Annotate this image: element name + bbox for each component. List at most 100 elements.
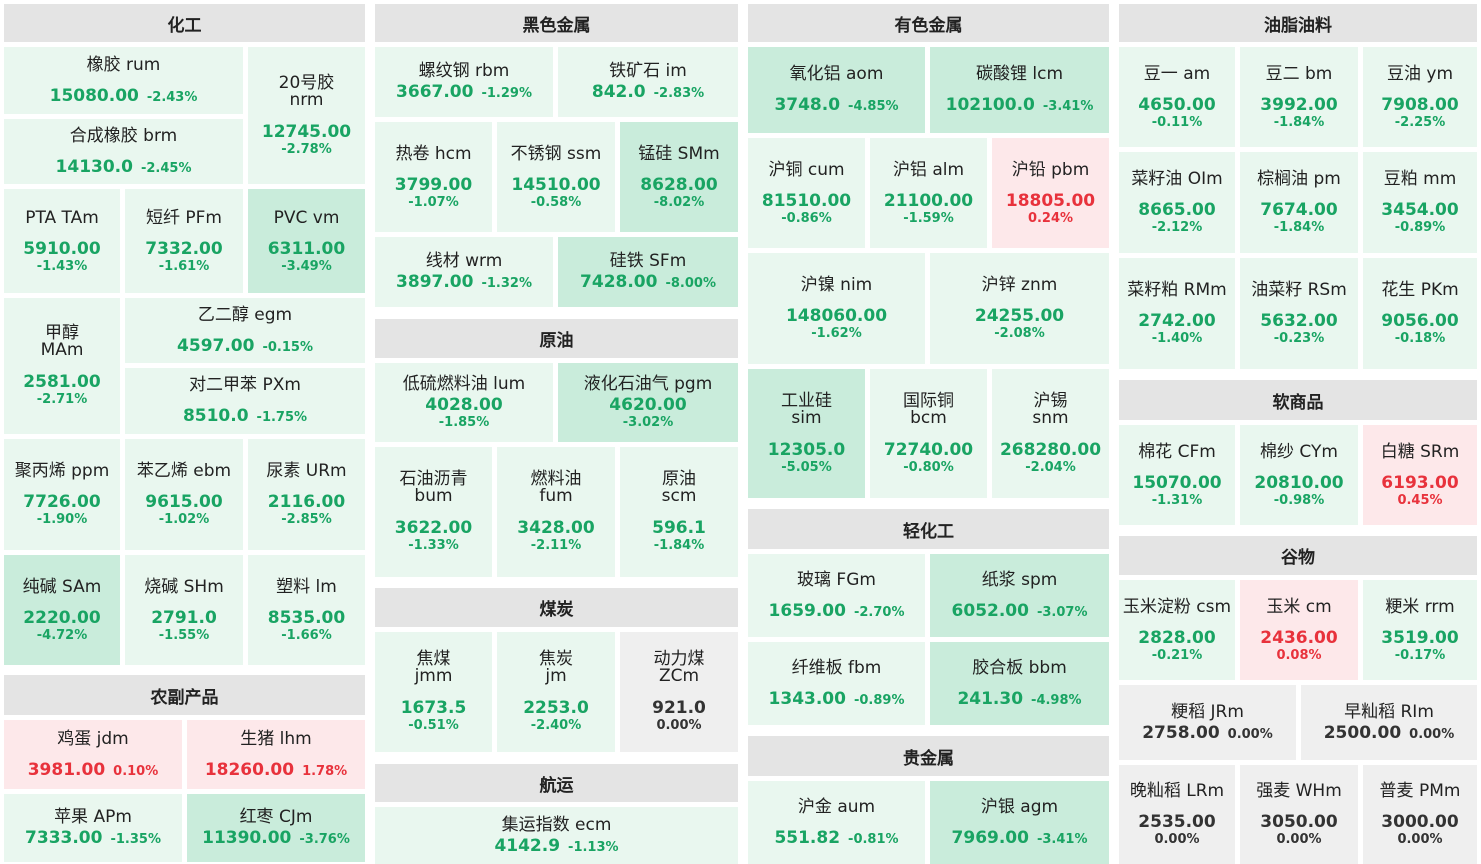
tile-code: ZCm <box>658 666 700 686</box>
tile-fum[interactable]: 燃料油 fum 3428.00 -2.11% <box>497 447 615 577</box>
tile-name: 菜籽粕 RMm <box>1127 280 1227 300</box>
tile-scm[interactable]: 原油 scm 596.1 -1.84% <box>620 447 738 577</box>
tile-sam[interactable]: 纯碱 SAm 2220.00 -4.72% <box>4 555 120 665</box>
tile-pxm[interactable]: 对二甲苯 PXm 8510.0 -1.75% <box>125 368 365 434</box>
tile-change: -1.43% <box>36 258 88 274</box>
tile-change: -1.84% <box>1273 114 1325 130</box>
tile-ecm[interactable]: 集运指数 ecm 4142.9 -1.13% <box>375 807 738 864</box>
tile-price: 4650.00 <box>1138 94 1216 115</box>
tile-aum[interactable]: 沪金 aum 551.82 -0.81% <box>748 781 925 864</box>
tile-code: bum <box>414 486 453 506</box>
tile-wrm[interactable]: 线材 wrm 3897.00 -1.32% <box>375 237 553 307</box>
tile-urm[interactable]: 尿素 URm 2116.00 -2.85% <box>248 439 365 550</box>
tile-pfm[interactable]: 短纤 PFm 7332.00 -1.61% <box>125 189 243 293</box>
tile-change: 0.00% <box>1276 832 1322 847</box>
tile-jm[interactable]: 焦炭 jm 2253.0 -2.40% <box>497 632 615 752</box>
tile-zcm[interactable]: 动力煤 ZCm 921.0 0.00% <box>620 632 738 752</box>
tile-pgm[interactable]: 液化石油气 pgm 4620.00 -3.02% <box>558 363 738 442</box>
tile-ym[interactable]: 豆油 ym 7908.00 -2.25% <box>1363 47 1477 147</box>
tile-mam[interactable]: 甲醇 MAm 2581.00 -2.71% <box>4 298 120 434</box>
tile-tam[interactable]: PTA TAm 5910.00 -1.43% <box>4 189 120 293</box>
tile-shm[interactable]: 烧碱 SHm 2791.0 -1.55% <box>125 555 243 665</box>
tile-rum[interactable]: 橡胶 rum 15080.00 -2.43% <box>4 47 243 114</box>
tile-bm[interactable]: 豆二 bm 3992.00 -1.84% <box>1240 47 1358 147</box>
tile-lhm[interactable]: 生猪 lhm 18260.00 1.78% <box>187 720 365 789</box>
tile-fbm[interactable]: 纤维板 fbm 1343.00 -0.89% <box>748 642 925 725</box>
tile-im[interactable]: 铁矿石 im 842.0 -2.83% <box>558 47 738 117</box>
tile-ebm[interactable]: 苯乙烯 ebm 9615.00 -1.02% <box>125 439 243 550</box>
tile-mm[interactable]: 豆粕 mm 3454.00 -0.89% <box>1363 152 1477 253</box>
section-header-crude: 原油 <box>375 319 738 358</box>
tile-rrm[interactable]: 粳米 rrm 3519.00 -0.17% <box>1363 580 1477 680</box>
tile-alm[interactable]: 沪铝 alm 21100.00 -1.59% <box>870 138 987 248</box>
tile-pmm[interactable]: 普麦 PMm 3000.00 0.00% <box>1363 765 1477 864</box>
tile-pbm[interactable]: 沪铅 pbm 18805.00 0.24% <box>992 138 1109 248</box>
tile-price: 1343.00 <box>768 688 846 709</box>
section-header-oils: 油脂油料 <box>1119 4 1477 42</box>
tile-whm[interactable]: 强麦 WHm 3050.00 0.00% <box>1240 765 1358 864</box>
tile-olm[interactable]: 菜籽油 OIm 8665.00 -2.12% <box>1119 152 1235 253</box>
tile-cjm[interactable]: 红枣 CJm 11390.00 -3.76% <box>187 794 365 862</box>
tile-znm[interactable]: 沪锌 znm 24255.00 -2.08% <box>930 253 1109 364</box>
tile-name: 豆粕 mm <box>1383 169 1457 189</box>
tile-change: -4.72% <box>36 627 88 643</box>
tile-change: -2.04% <box>1025 459 1076 475</box>
tile-nrm[interactable]: 20号胶 nrm 12745.00 -2.78% <box>248 47 365 184</box>
tile-pm[interactable]: 棕榈油 pm 7674.00 -1.84% <box>1240 152 1358 253</box>
tile-bbm[interactable]: 胶合板 bbm 241.30 -4.98% <box>930 642 1109 725</box>
tile-nim[interactable]: 沪镍 nim 148060.00 -1.62% <box>748 253 925 364</box>
section-header-nonferrous: 有色金属 <box>748 4 1109 42</box>
tile-egm[interactable]: 乙二醇 egm 4597.00 -0.15% <box>125 298 365 363</box>
tile-cm[interactable]: 玉米 cm 2436.00 0.08% <box>1240 580 1358 680</box>
tile-change: -2.70% <box>853 604 905 620</box>
tile-price: 8628.00 <box>640 174 718 195</box>
section-header-agri: 农副产品 <box>4 675 365 715</box>
tile-pkm[interactable]: 花生 PKm 9056.00 -0.18% <box>1363 258 1477 369</box>
tile-jmm[interactable]: 焦煤 jmm 1673.5 -0.51% <box>375 632 492 752</box>
tile-agm[interactable]: 沪银 agm 7969.00 -3.41% <box>930 781 1109 864</box>
section-header-grain: 谷物 <box>1119 536 1477 575</box>
tile-bum[interactable]: 石油沥青 bum 3622.00 -1.33% <box>375 447 492 577</box>
tile-am[interactable]: 豆一 am 4650.00 -0.11% <box>1119 47 1235 147</box>
tile-price: 2116.00 <box>267 492 346 512</box>
tile-name: 石油沥青 <box>399 469 468 489</box>
tile-rsm[interactable]: 油菜籽 RSm 5632.00 -0.23% <box>1240 258 1358 369</box>
tile-rbm[interactable]: 螺纹钢 rbm 3667.00 -1.29% <box>375 47 553 117</box>
tile-vm[interactable]: PVC vm 6311.00 -3.49% <box>248 189 365 293</box>
tile-jrm[interactable]: 粳稻 JRm 2758.00 0.00% <box>1119 685 1296 760</box>
tile-hcm[interactable]: 热卷 hcm 3799.00 -1.07% <box>375 122 492 232</box>
tile-name: 甲醇 <box>44 323 79 343</box>
tile-name: 豆一 am <box>1143 63 1211 84</box>
tile-rmm[interactable]: 菜籽粕 RMm 2742.00 -1.40% <box>1119 258 1235 369</box>
tile-snm[interactable]: 沪锡 snm 268280.00 -2.04% <box>992 369 1109 498</box>
tile-change: -2.25% <box>1394 114 1446 130</box>
tile-lrm[interactable]: 晚籼稻 LRm 2535.00 0.00% <box>1119 765 1235 864</box>
tile-srm[interactable]: 白糖 SRm 6193.00 0.45% <box>1363 425 1477 525</box>
tile-lm[interactable]: 塑料 lm 8535.00 -1.66% <box>248 555 365 665</box>
tile-jdm[interactable]: 鸡蛋 jdm 3981.00 0.10% <box>4 720 182 789</box>
tile-brm[interactable]: 合成橡胶 brm 14130.0 -2.45% <box>4 119 243 184</box>
tile-aom[interactable]: 氧化铝 aom 3748.0 -4.85% <box>748 47 925 133</box>
tile-apm[interactable]: 苹果 APm 7333.00 -1.35% <box>4 794 182 862</box>
tile-spm[interactable]: 纸浆 spm 6052.00 -3.07% <box>930 554 1109 637</box>
tile-change: -5.05% <box>781 459 832 475</box>
tile-ppm[interactable]: 聚丙烯 ppm 7726.00 -1.90% <box>4 439 120 550</box>
tile-rim[interactable]: 早籼稻 RIm 2500.00 0.00% <box>1301 685 1477 760</box>
tile-bcm[interactable]: 国际铜 bcm 72740.00 -0.80% <box>870 369 987 498</box>
tile-cum[interactable]: 沪铜 cum 81510.00 -0.86% <box>748 138 865 248</box>
tile-cym[interactable]: 棉纱 CYm 20810.00 -0.98% <box>1240 425 1358 525</box>
tile-name: 玉米 cm <box>1266 596 1332 617</box>
tile-lum[interactable]: 低硫燃料油 lum 4028.00 -1.85% <box>375 363 553 442</box>
tile-sfm[interactable]: 硅铁 SFm 7428.00 -8.00% <box>558 237 738 307</box>
tile-smm[interactable]: 锰硅 SMm 8628.00 -8.02% <box>620 122 738 232</box>
tile-cfm[interactable]: 棉花 CFm 15070.00 -1.31% <box>1119 425 1235 525</box>
tile-name: 油菜籽 RSm <box>1251 280 1347 300</box>
tile-change: -1.55% <box>158 627 210 643</box>
tile-lcm[interactable]: 碳酸锂 lcm 102100.0 -3.41% <box>930 47 1109 133</box>
tile-sim[interactable]: 工业硅 sim 12305.0 -5.05% <box>748 369 865 498</box>
tile-name: 沪金 aum <box>797 796 876 817</box>
tile-csm[interactable]: 玉米淀粉 csm 2828.00 -0.21% <box>1119 580 1235 680</box>
tile-price: 3428.00 <box>517 518 595 538</box>
tile-fgm[interactable]: 玻璃 FGm 1659.00 -2.70% <box>748 554 925 637</box>
tile-ssm[interactable]: 不锈钢 ssm 14510.00 -0.58% <box>497 122 615 232</box>
